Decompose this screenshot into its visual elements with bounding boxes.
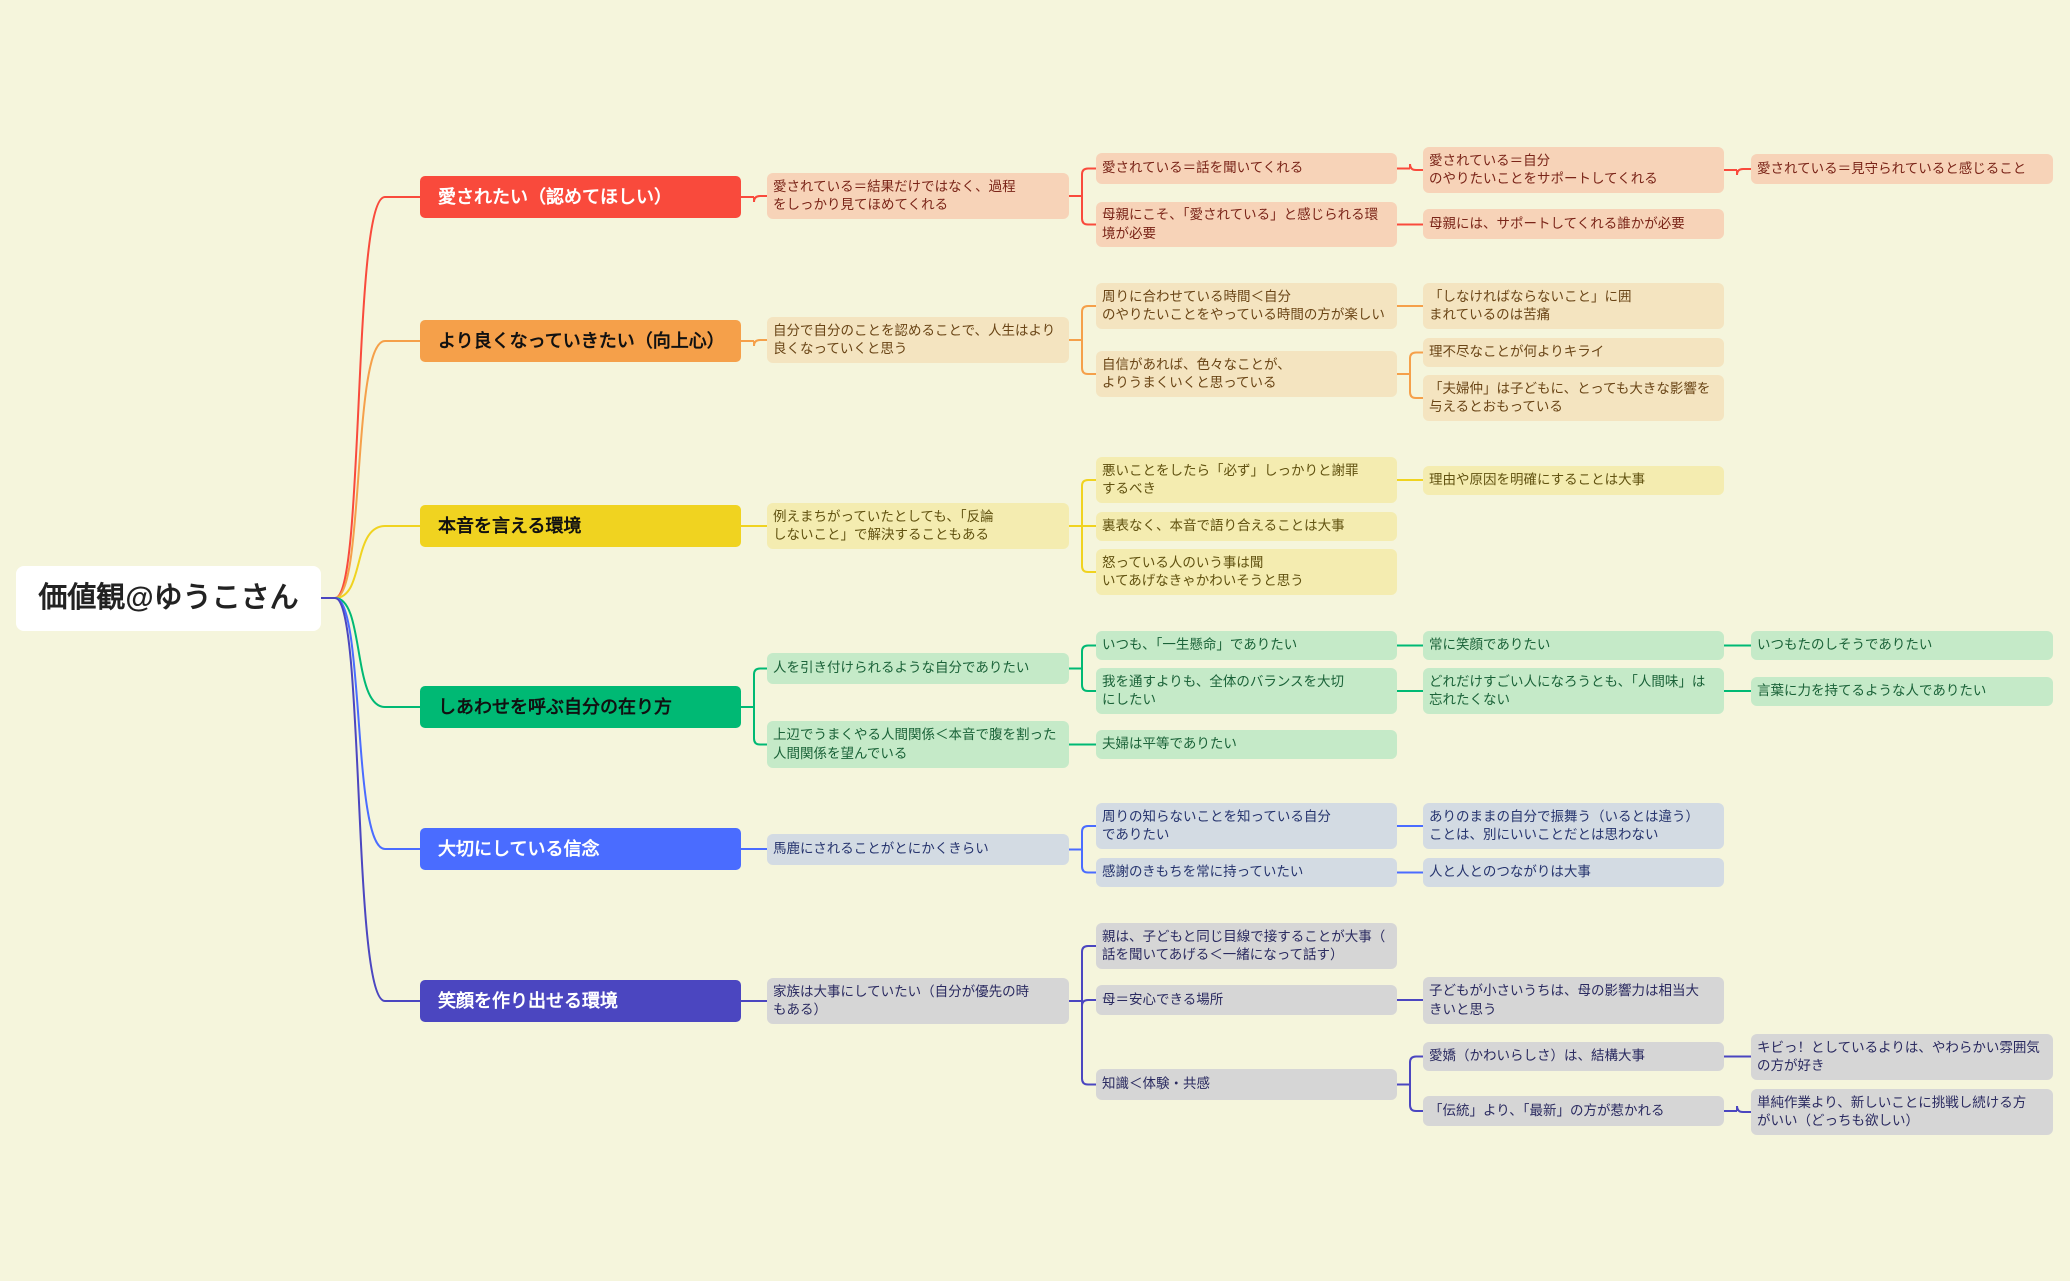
- topic-node-level-3[interactable]: 怒っている人のいう事は聞 いてあげなきゃかわいそうと思う: [1096, 549, 1397, 595]
- main-topic-node[interactable]: しあわせを呼ぶ自分の在り方: [420, 686, 741, 728]
- topic-node-level-3[interactable]: 周りの知らないことを知っている自分 でありたい: [1096, 803, 1397, 849]
- main-topic-node[interactable]: より良くなっていきたい（向上心）: [420, 320, 741, 362]
- connector: [753, 667, 767, 707]
- connector: [1736, 1105, 1751, 1113]
- topic-node-level-3[interactable]: いつも、「一生懸命」でありたい: [1096, 631, 1397, 660]
- topic-node-level-4[interactable]: 「しなければならないこと」に囲 まれているのは苦痛: [1423, 283, 1724, 329]
- topic-node-level-4[interactable]: 「伝統」より、「最新」の方が惹かれる: [1423, 1096, 1724, 1126]
- topic-node-level-3[interactable]: 裏表なく、本音で語り合えることは大事: [1096, 512, 1397, 541]
- connector: [1081, 305, 1096, 340]
- topic-node-level-5[interactable]: キビっ！としているよりは、やわらかい雰囲気 の方が好き: [1751, 1034, 2053, 1080]
- topic-node-level-2[interactable]: 人を引き付けられるような自分でありたい: [767, 653, 1069, 684]
- topic-node-level-3[interactable]: 感謝のきもちを常に持っていたい: [1096, 858, 1397, 887]
- topic-node-level-2[interactable]: 例えまちがっていたとしても、「反論 しないこと」で解決することもある: [767, 503, 1069, 549]
- topic-node-level-5[interactable]: 単純作業より、新しいことに挑戦し続ける方 がいい（どっちも欲しい）: [1751, 1089, 2053, 1135]
- connector: [1081, 945, 1096, 1001]
- connector: [1409, 163, 1423, 171]
- topic-node-level-5[interactable]: いつもたのしそうでありたい: [1751, 631, 2053, 660]
- connector: [1081, 825, 1096, 850]
- connector: [1081, 644, 1096, 669]
- topic-node-level-3[interactable]: 自信があれば、色々なことが、 よりうまくいくと思っている: [1096, 351, 1397, 397]
- connector: [1409, 1084, 1423, 1112]
- branch-connector: [334, 196, 420, 599]
- main-topic-node[interactable]: 大切にしている信念: [420, 828, 741, 870]
- branch-connector: [334, 597, 420, 708]
- main-topic-node[interactable]: 本音を言える環境: [420, 505, 741, 547]
- root-node[interactable]: 価値観@ゆうこさん: [16, 566, 321, 631]
- topic-node-level-3[interactable]: 母＝安心できる場所: [1096, 985, 1397, 1015]
- connector: [1409, 374, 1423, 399]
- main-topic-node[interactable]: 笑顔を作り出せる環境: [420, 980, 741, 1022]
- connector: [1081, 340, 1096, 375]
- topic-node-level-4[interactable]: 母親には、サポートしてくれる誰かが必要: [1423, 209, 1724, 239]
- connector: [1081, 479, 1096, 526]
- connector: [1081, 849, 1096, 874]
- connector: [1409, 351, 1423, 374]
- topic-node-level-4[interactable]: 理由や原因を明確にすることは大事: [1423, 466, 1724, 495]
- branch-connector: [334, 340, 420, 599]
- connector: [1736, 168, 1751, 176]
- topic-node-level-4[interactable]: 「夫婦仲」は子どもに、とっても大きな影響を 与えるとおもっている: [1423, 375, 1724, 421]
- topic-node-level-3[interactable]: 悪いことをしたら「必ず」しっかりと謝罪 するべき: [1096, 457, 1397, 503]
- branch-connector: [334, 525, 420, 599]
- topic-node-level-2[interactable]: 家族は大事にしていたい（自分が優先の時 もある）: [767, 978, 1069, 1024]
- connector: [1081, 999, 1096, 1007]
- topic-node-level-2[interactable]: 上辺でうまくやる人間関係＜本音で腹を割った 人間関係を望んでいる: [767, 721, 1069, 768]
- topic-node-level-2[interactable]: 自分で自分のことを認めることで、人生はより 良くなっていくと思う: [767, 317, 1069, 363]
- topic-node-level-4[interactable]: 理不尽なことが何よりキライ: [1423, 338, 1724, 367]
- connector: [753, 195, 767, 203]
- connector: [1409, 1055, 1423, 1085]
- topic-node-level-2[interactable]: 馬鹿にされることがとにかくきらい: [767, 834, 1069, 865]
- branch-connector: [334, 597, 420, 850]
- topic-node-level-4[interactable]: ありのままの自分で振舞う（いるとは違う） ことは、別にいいことだとは思わない: [1423, 803, 1724, 849]
- topic-node-level-4[interactable]: 常に笑顔でありたい: [1423, 631, 1724, 660]
- topic-node-level-5[interactable]: 愛されている＝見守られていると感じること: [1751, 154, 2053, 184]
- connector: [1081, 668, 1096, 692]
- topic-node-level-4[interactable]: 愛されている＝自分 のやりたいことをサポートしてくれる: [1423, 147, 1724, 193]
- topic-node-level-4[interactable]: 愛嬌（かわいらしさ）は、結構大事: [1423, 1042, 1724, 1071]
- topic-node-level-5[interactable]: 言葉に力を持てるような人でありたい: [1751, 677, 2053, 706]
- topic-node-level-3[interactable]: 知識＜体験・共感: [1096, 1069, 1397, 1100]
- connector: [1081, 1001, 1096, 1086]
- branch-connector: [334, 597, 420, 1002]
- connector: [1081, 196, 1096, 226]
- topic-node-level-4[interactable]: どれだけすごい人になろうとも、「人間味」は 忘れたくない: [1423, 668, 1724, 714]
- topic-node-level-4[interactable]: 人と人とのつながりは大事: [1423, 858, 1724, 887]
- connector: [1081, 167, 1096, 196]
- connector: [1081, 526, 1096, 573]
- topic-node-level-3[interactable]: 親は、子どもと同じ目線で接することが大事（ 話を聞いてあげる＜一緒になって話す）: [1096, 923, 1397, 969]
- topic-node-level-4[interactable]: 子どもが小さいうちは、母の影響力は相当大 きいと思う: [1423, 977, 1724, 1024]
- topic-node-level-3[interactable]: 夫婦は平等でありたい: [1096, 730, 1397, 759]
- topic-node-level-3[interactable]: 母親にこそ、「愛されている」と感じられる環 境が必要: [1096, 202, 1397, 247]
- main-topic-node[interactable]: 愛されたい（認めてほしい）: [420, 176, 741, 218]
- topic-node-level-3[interactable]: 我を通すよりも、全体のバランスを大切 にしたい: [1096, 668, 1397, 714]
- topic-node-level-3[interactable]: 愛されている＝話を聞いてくれる: [1096, 153, 1397, 184]
- topic-node-level-2[interactable]: 愛されている＝結果だけではなく、過程 をしっかり見てほめてくれる: [767, 173, 1069, 219]
- connector: [753, 339, 767, 347]
- connector: [753, 707, 767, 746]
- topic-node-level-3[interactable]: 周りに合わせている時間＜自分 のやりたいことをやっている時間の方が楽しい: [1096, 283, 1397, 329]
